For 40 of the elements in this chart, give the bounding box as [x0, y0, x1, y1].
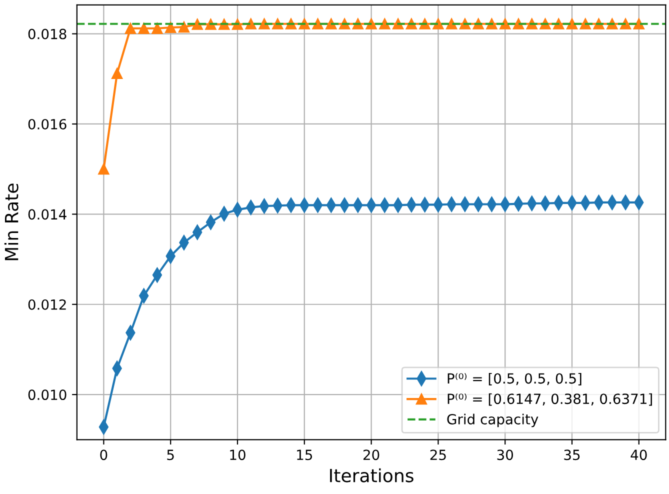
point	[178, 21, 190, 33]
point	[165, 22, 176, 34]
point	[312, 18, 324, 30]
y-tick-label: 0.012	[28, 299, 66, 310]
x-tick-label: 35	[564, 450, 580, 460]
legend-label: P⁽⁰⁾ = [0.6147, 0.381, 0.6371]	[448, 393, 652, 406]
x-axis-title: Iterations	[330, 468, 414, 482]
point	[500, 18, 511, 30]
point	[432, 18, 444, 30]
point	[366, 18, 377, 30]
point	[566, 18, 578, 30]
point	[124, 22, 136, 34]
point	[379, 18, 390, 30]
x-tick-label: 40	[630, 450, 647, 460]
point	[192, 18, 203, 30]
point	[258, 18, 270, 30]
point	[620, 18, 632, 30]
y-axis-title: Min Rate	[4, 184, 18, 260]
x-tick-label: 30	[497, 450, 514, 460]
y-tick-label: 0.016	[28, 118, 66, 130]
x-tick-label: 25	[430, 450, 446, 460]
y-tick-label: 0.014	[28, 209, 66, 220]
point	[138, 22, 150, 34]
legend-label: P⁽⁰⁾ = [0.5, 0.5, 0.5]	[448, 372, 582, 386]
point	[112, 68, 123, 80]
x-tick-label: 10	[230, 450, 246, 460]
point	[245, 18, 256, 30]
point	[98, 164, 110, 175]
x-tick-label: 20	[363, 450, 380, 460]
x-tick-label: 0	[100, 450, 108, 460]
point	[326, 18, 337, 30]
y-tick-label: 0.010	[28, 390, 66, 400]
point	[446, 18, 458, 30]
x-tick-label: 15	[297, 450, 312, 460]
point	[512, 18, 524, 30]
point	[152, 22, 163, 34]
point	[633, 18, 644, 30]
y-tick-label: 0.018	[28, 28, 66, 40]
x-tick-label: 5	[167, 450, 174, 460]
legend-label: Grid capacity	[447, 414, 538, 428]
